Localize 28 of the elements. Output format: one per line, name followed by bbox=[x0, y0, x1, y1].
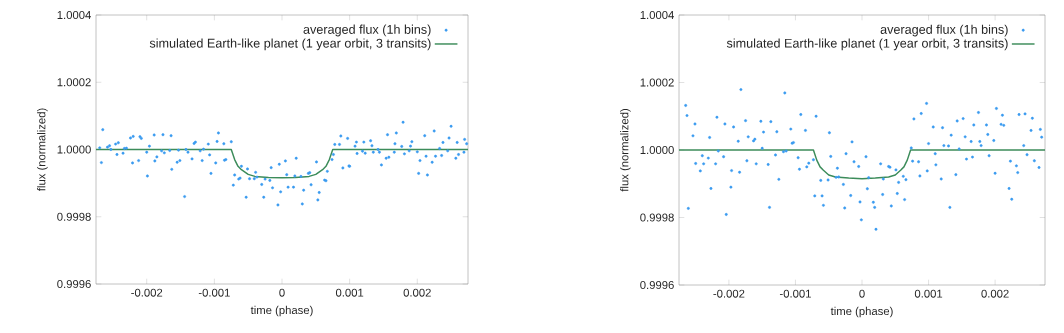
x-tick-label: 0.001 bbox=[335, 288, 364, 297]
x-tick-label: 0 bbox=[859, 289, 865, 298]
y-tick-label: 0.9998 bbox=[57, 212, 91, 221]
x-axis-title: time (phase) bbox=[830, 306, 893, 318]
x-tick-label: -0.001 bbox=[198, 288, 230, 297]
x-tick-label: -0.001 bbox=[779, 289, 811, 298]
x-tick-label: -0.002 bbox=[131, 288, 163, 297]
x-tick-label: 0 bbox=[279, 288, 285, 297]
legend-label: averaged flux (1h bins) bbox=[880, 24, 1008, 37]
legend-label: averaged flux (1h bins) bbox=[303, 24, 431, 37]
x-tick-label: -0.002 bbox=[713, 289, 745, 298]
x-tick-label: 0.002 bbox=[981, 289, 1009, 298]
y-tick-label: 1.0002 bbox=[57, 78, 91, 87]
legend-label: simulated Earth-like planet (1 year orbit, 3 transits) bbox=[726, 38, 1008, 51]
x-tick-label: 0.001 bbox=[914, 289, 943, 298]
y-tick-label: 0.9998 bbox=[640, 213, 674, 222]
y-tick-label: 0.9996 bbox=[57, 280, 91, 288]
legend-label: simulated Earth-like planet (1 year orbit, 3 transits) bbox=[149, 38, 431, 51]
y-tick-label: 0.9996 bbox=[640, 281, 674, 289]
y-tick-label: 1.0002 bbox=[640, 78, 674, 87]
x-axis-title: time (phase) bbox=[250, 305, 313, 317]
y-tick-label: 1.0004 bbox=[57, 11, 91, 19]
y-tick-label: 1.0000 bbox=[57, 145, 91, 154]
y-tick-label: 1.0004 bbox=[640, 11, 674, 19]
y-axis-title: flux (normalized) bbox=[620, 109, 631, 192]
y-tick-label: 1.0000 bbox=[640, 146, 674, 154]
x-tick-label: 0.002 bbox=[403, 288, 431, 297]
y-axis-title: flux (normalized) bbox=[37, 108, 48, 192]
